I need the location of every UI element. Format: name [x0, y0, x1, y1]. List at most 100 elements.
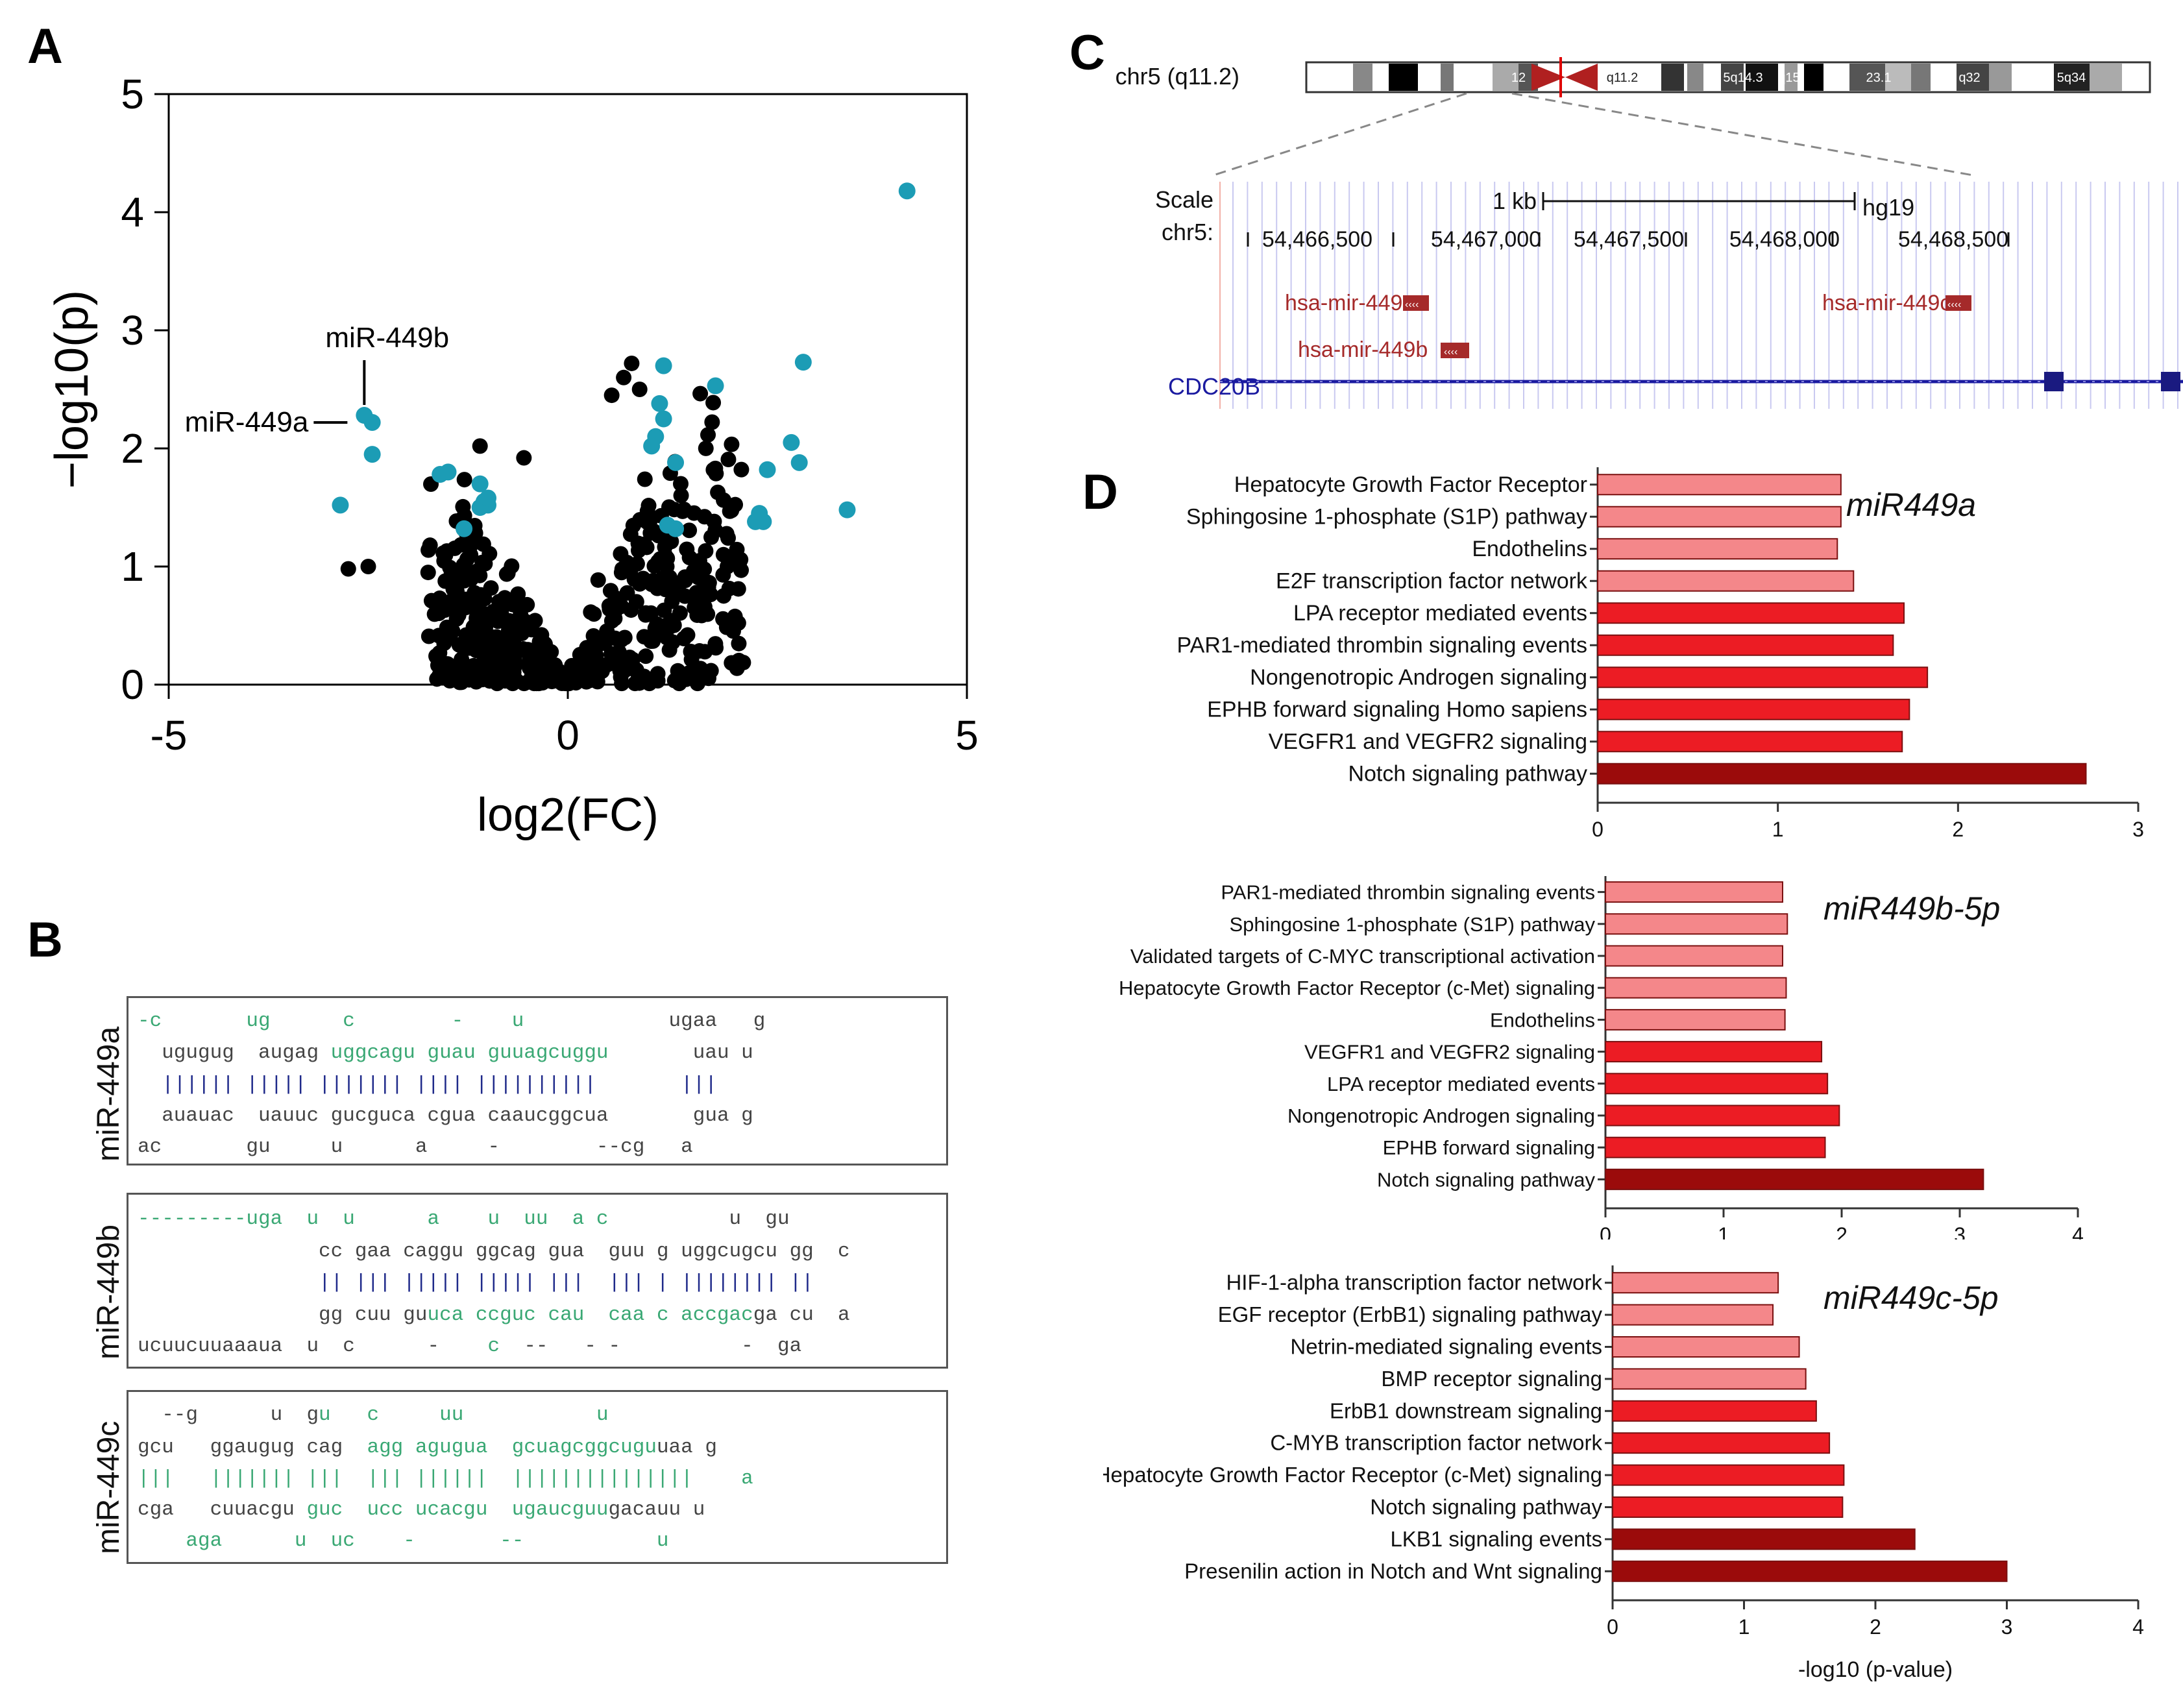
category-label: ErbB1 downstream signaling: [1330, 1398, 1602, 1422]
scatter-point: [725, 623, 741, 639]
bar: [1597, 634, 1894, 656]
gene-track-mir449c[interactable]: hsa-mir-449c ‹‹‹‹: [1822, 291, 1971, 315]
category-label: VEGFR1 and VEGFR2 signaling: [1304, 1041, 1595, 1064]
scatter-point: [698, 440, 714, 456]
hairpin-line: ---------uga u u a u uu a c u gu: [138, 1208, 790, 1230]
gene-label-cdc20b: CDC20B: [1168, 373, 1260, 400]
y-tick-label: 4: [121, 189, 144, 236]
scatter-point: [451, 637, 467, 653]
bar: [1612, 1336, 1800, 1358]
position-label: 54,468,500: [1898, 227, 2008, 252]
scatter-point-significant: [655, 410, 672, 428]
scatter-point: [554, 674, 570, 690]
scatter-point: [340, 561, 356, 577]
scatter-point-significant: [707, 377, 724, 395]
bar: [1597, 474, 1842, 496]
hairpin-line: |||||| ||||| ||||||| |||| |||||||||| |||: [138, 1073, 717, 1096]
scatter-point: [535, 655, 551, 671]
category-label: PAR1-mediated thrombin signaling events: [1177, 633, 1588, 657]
scatter-point: [649, 579, 665, 595]
y-tick-label: 0: [121, 661, 144, 708]
y-tick-label: 1: [121, 543, 144, 590]
scatter-point: [670, 663, 686, 679]
category-label: HIF-1-alpha transcription factor network: [1226, 1271, 1602, 1295]
scatter-point: [590, 572, 606, 588]
scatter-point-significant: [898, 182, 916, 200]
bar: [1612, 1368, 1807, 1390]
category-label: Sphingosine 1-phosphate (S1P) pathway: [1186, 504, 1587, 529]
bar: [1612, 1496, 1844, 1518]
gene-track-mir449a[interactable]: hsa-mir-449a ‹‹‹‹: [1285, 291, 1429, 315]
scatter-point: [664, 593, 680, 609]
category-label: Endothelins: [1472, 537, 1587, 561]
position-label: 54,466,500: [1262, 227, 1372, 252]
x-tick-label: 1: [1772, 818, 1784, 841]
scatter-point: [681, 550, 698, 566]
scatter-point-significant: [651, 395, 668, 412]
bar: [1612, 1400, 1817, 1422]
scatter-point: [624, 355, 640, 371]
svg-text:‹‹‹‹: ‹‹‹‹: [1444, 347, 1457, 358]
chr-label: chr5:: [1162, 219, 1213, 245]
category-label: Nongenotropic Androgen signaling: [1287, 1104, 1595, 1127]
hairpin-line: -c ug c - u ugaa g: [138, 1010, 766, 1032]
x-tick-label: 0: [1600, 1223, 1611, 1239]
scatter-point: [716, 492, 732, 508]
hairpin-line: || ||| ||||| ||||| ||| ||| | |||||||| ||: [138, 1271, 814, 1294]
position-label: 54,467,500: [1574, 227, 1684, 252]
scatter-point: [715, 546, 731, 563]
scale-bar: 1 kb hg19: [1493, 188, 1914, 221]
gene-track-mir449b[interactable]: hsa-mir-449b ‹‹‹‹: [1298, 337, 1469, 362]
gene-track-cdc20b[interactable]: CDC20B: [1168, 372, 2183, 400]
hairpin-line: --g u gu c uu u: [138, 1404, 609, 1426]
x-axis-label: -log10 (p-value): [1798, 1657, 1953, 1682]
band-label: 23.1: [1866, 71, 1892, 85]
category-label: Notch signaling pathway: [1348, 761, 1587, 786]
bar: [1612, 1432, 1831, 1454]
bar-chart-mir449b: 0 1 2 3 4 PAR1-mediated thrombin signaling ev…: [1119, 876, 2084, 1239]
bar: [1605, 977, 1787, 999]
scatter-point-significant: [643, 437, 661, 455]
scatter-point: [519, 596, 535, 613]
scatter-point-significant: [790, 454, 808, 471]
x-tick-label: 5: [955, 712, 979, 759]
scatter-point: [642, 511, 659, 527]
scatter-point: [463, 547, 479, 563]
x-tick-label: 0: [1592, 818, 1604, 841]
bar: [1597, 762, 2087, 785]
hairpin-line: ugugug augag uggcagu guau guuagcuggu uau…: [138, 1042, 753, 1064]
bar: [1612, 1560, 2008, 1582]
hairpin-line: ucuucuuaaaua u c - c -- - - - ga: [138, 1335, 802, 1358]
hairpin-label-a: miR-449a: [91, 1026, 126, 1162]
category-label: BMP receptor signaling: [1381, 1367, 1602, 1391]
scatter-point: [450, 607, 467, 623]
x-tick-label: 4: [2072, 1223, 2084, 1239]
x-tick-label: 1: [1718, 1223, 1729, 1239]
scatter-point: [599, 623, 615, 639]
scatter-point: [672, 476, 689, 492]
scatter-point: [439, 656, 456, 672]
scatter-point: [500, 565, 516, 581]
panel-letter-a: A: [27, 19, 63, 74]
scatter-point: [724, 436, 740, 452]
band-label: 5q34: [2057, 71, 2086, 85]
scatter-point: [614, 561, 630, 578]
scatter-point-significant: [363, 413, 381, 431]
bar-chart-mir449a: 0 1 2 3 Hepatocyte Growth Factor Receptor Sph…: [1177, 467, 2144, 841]
scatter-point: [443, 565, 459, 581]
hairpin-line: gg cuu guuca ccguc cau caa c accgacga cu…: [138, 1304, 850, 1326]
scatter-point: [727, 608, 743, 624]
position-label: 54,467,000: [1431, 227, 1541, 252]
scatter-point: [674, 574, 690, 590]
x-tick-label: 2: [1836, 1223, 1848, 1239]
svg-text:‹‹‹‹: ‹‹‹‹: [1947, 299, 1961, 310]
scatter-point-significant: [471, 475, 489, 493]
hairpin-label-c: miR-449c: [91, 1421, 126, 1554]
scatter-point: [469, 610, 485, 626]
bar: [1597, 538, 1838, 560]
scatter-point-significant: [794, 354, 812, 371]
scatter-point: [537, 636, 553, 652]
category-label: PAR1-mediated thrombin signaling events: [1221, 881, 1595, 904]
scatter-point: [696, 509, 713, 525]
category-label: LKB1 signaling events: [1390, 1527, 1602, 1551]
